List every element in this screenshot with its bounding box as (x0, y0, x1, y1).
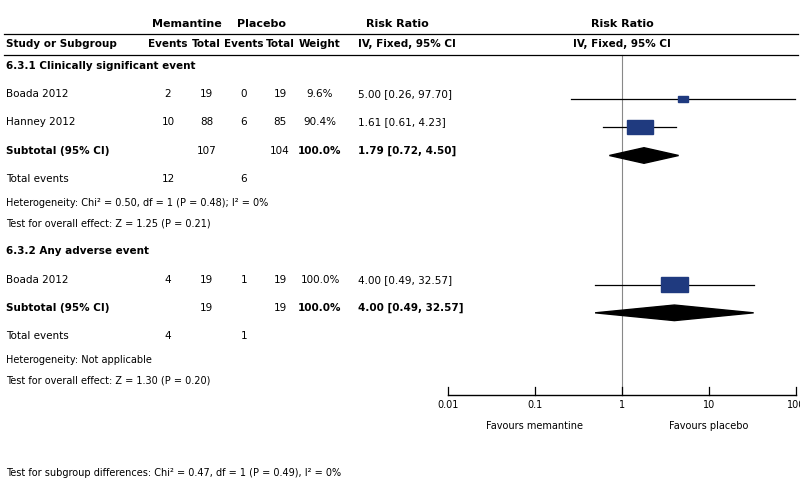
Text: 85: 85 (274, 117, 286, 128)
Text: Memantine: Memantine (152, 19, 222, 30)
Polygon shape (595, 305, 754, 320)
Text: 104: 104 (270, 146, 290, 156)
Text: 19: 19 (200, 89, 213, 99)
Text: 1.61 [0.61, 4.23]: 1.61 [0.61, 4.23] (358, 117, 446, 128)
Text: 19: 19 (274, 303, 286, 313)
Bar (661, 277, 688, 292)
Text: 90.4%: 90.4% (303, 117, 337, 128)
Text: 0.01: 0.01 (438, 400, 458, 410)
Text: 19: 19 (200, 303, 213, 313)
Text: 88: 88 (200, 117, 213, 128)
Text: 4.00 [0.49, 32.57]: 4.00 [0.49, 32.57] (358, 275, 452, 285)
Polygon shape (610, 148, 678, 163)
Text: 10: 10 (703, 400, 715, 410)
Text: 0: 0 (241, 89, 247, 99)
Text: Risk Ratio: Risk Ratio (366, 19, 429, 30)
Text: Total events: Total events (6, 331, 69, 341)
Text: Heterogeneity: Chi² = 0.50, df = 1 (P = 0.48); I² = 0%: Heterogeneity: Chi² = 0.50, df = 1 (P = … (6, 198, 269, 208)
Bar (678, 96, 688, 102)
Text: 107: 107 (197, 146, 216, 156)
Text: 19: 19 (274, 275, 286, 285)
Text: 6: 6 (241, 174, 247, 184)
Text: 4: 4 (165, 275, 171, 285)
Text: Weight: Weight (299, 39, 341, 49)
Text: Favours placebo: Favours placebo (670, 421, 749, 431)
Text: 6.3.1 Clinically significant event: 6.3.1 Clinically significant event (6, 61, 196, 71)
Text: 1: 1 (241, 331, 247, 341)
Text: Total events: Total events (6, 174, 69, 184)
Text: 19: 19 (200, 275, 213, 285)
Text: Risk Ratio: Risk Ratio (590, 19, 654, 30)
Text: 100.0%: 100.0% (298, 303, 342, 313)
Text: Heterogeneity: Not applicable: Heterogeneity: Not applicable (6, 355, 152, 365)
Bar (627, 120, 653, 134)
Text: Events: Events (224, 39, 264, 49)
Text: Total: Total (266, 39, 294, 49)
Text: Total: Total (192, 39, 221, 49)
Text: 100.0%: 100.0% (298, 146, 342, 156)
Text: Study or Subgroup: Study or Subgroup (6, 39, 118, 49)
Text: IV, Fixed, 95% CI: IV, Fixed, 95% CI (358, 39, 455, 49)
Text: Placebo: Placebo (238, 19, 286, 30)
Text: 6: 6 (241, 117, 247, 128)
Text: 1.79 [0.72, 4.50]: 1.79 [0.72, 4.50] (358, 146, 456, 156)
Text: 4: 4 (165, 331, 171, 341)
Text: Hanney 2012: Hanney 2012 (6, 117, 76, 128)
Text: 2: 2 (165, 89, 171, 99)
Text: 0.1: 0.1 (527, 400, 542, 410)
Text: 12: 12 (162, 174, 174, 184)
Text: 5.00 [0.26, 97.70]: 5.00 [0.26, 97.70] (358, 89, 451, 99)
Text: IV, Fixed, 95% CI: IV, Fixed, 95% CI (573, 39, 671, 49)
Text: Test for overall effect: Z = 1.25 (P = 0.21): Test for overall effect: Z = 1.25 (P = 0… (6, 218, 211, 228)
Text: 10: 10 (162, 117, 174, 128)
Text: 6.3.2 Any adverse event: 6.3.2 Any adverse event (6, 246, 150, 257)
Text: 19: 19 (274, 89, 286, 99)
Text: Boada 2012: Boada 2012 (6, 275, 69, 285)
Text: Favours memantine: Favours memantine (486, 421, 583, 431)
Text: Subtotal (95% CI): Subtotal (95% CI) (6, 146, 110, 156)
Text: Events: Events (148, 39, 188, 49)
Text: Subtotal (95% CI): Subtotal (95% CI) (6, 303, 110, 313)
Text: 1: 1 (241, 275, 247, 285)
Text: 100.0%: 100.0% (300, 275, 340, 285)
Text: Test for overall effect: Z = 1.30 (P = 0.20): Test for overall effect: Z = 1.30 (P = 0… (6, 375, 210, 386)
Text: Test for subgroup differences: Chi² = 0.47, df = 1 (P = 0.49), I² = 0%: Test for subgroup differences: Chi² = 0.… (6, 468, 342, 478)
Text: Boada 2012: Boada 2012 (6, 89, 69, 99)
Text: 4.00 [0.49, 32.57]: 4.00 [0.49, 32.57] (358, 303, 463, 313)
Text: 9.6%: 9.6% (306, 89, 334, 99)
Text: 1: 1 (619, 400, 625, 410)
Text: 100: 100 (787, 400, 800, 410)
